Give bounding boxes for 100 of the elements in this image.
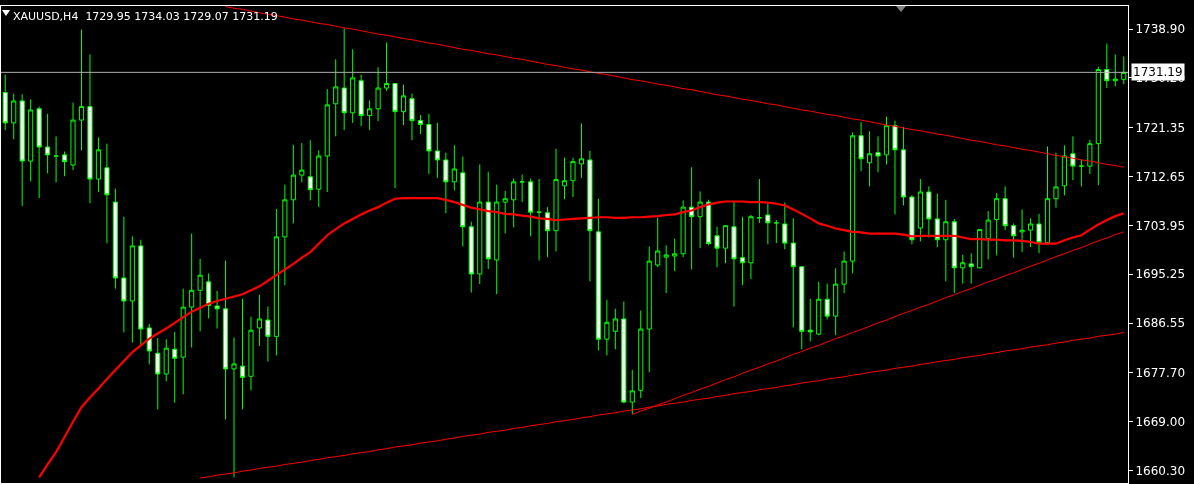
chart-title: XAUUSD,H4 1729.95 1734.03 1729.07 1731.19	[13, 10, 278, 23]
candlestick	[544, 206, 551, 258]
candlestick	[714, 226, 720, 268]
candlestick	[70, 102, 76, 171]
candlestick	[782, 202, 788, 250]
candlestick	[87, 53, 93, 204]
candlestick	[11, 93, 17, 140]
candlestick	[443, 152, 449, 214]
candlestick	[2, 74, 8, 131]
candlestick	[900, 126, 907, 206]
candlestick	[1036, 213, 1042, 254]
y-tick-label: 1703.95	[1135, 218, 1186, 233]
candlestick	[417, 114, 424, 135]
candlestick	[299, 142, 305, 183]
candlestick	[494, 184, 500, 295]
candlestick	[502, 190, 508, 235]
candlestick	[1061, 144, 1068, 196]
candlestick	[248, 316, 254, 391]
candlestick	[790, 217, 796, 328]
candlestick	[460, 156, 466, 247]
candlestick	[697, 190, 703, 249]
candlestick	[943, 199, 949, 282]
candlestick	[1104, 43, 1110, 89]
y-tick-label: 1669.00	[1135, 414, 1186, 429]
candlestick	[53, 135, 59, 183]
candlestick	[748, 214, 754, 280]
candlestick	[739, 216, 746, 286]
candlestick	[78, 29, 85, 151]
candlestick	[621, 301, 627, 404]
candlestick	[816, 281, 822, 336]
ref-line-label: 1731.19	[1133, 65, 1183, 79]
candlestick	[570, 157, 576, 198]
candlestick	[655, 217, 661, 268]
candlestick	[1002, 185, 1008, 231]
candlestick	[892, 120, 898, 215]
candlestick	[722, 225, 729, 264]
candlestick	[604, 299, 610, 356]
candlestick	[612, 308, 618, 350]
candlestick	[104, 143, 110, 244]
candlestick	[138, 239, 144, 346]
candlestick	[333, 58, 339, 137]
candlestick	[917, 178, 923, 242]
candlestick	[1095, 66, 1101, 186]
candlestick	[214, 290, 220, 329]
candlestick	[468, 221, 474, 294]
candlestick	[197, 258, 203, 332]
candlestick	[1053, 152, 1059, 209]
candlestick	[45, 113, 51, 174]
candlestick	[756, 178, 762, 224]
candlestick	[926, 185, 932, 238]
line-series	[38, 197, 1125, 479]
candlestick	[561, 157, 568, 200]
candlestick	[290, 144, 296, 224]
candlestick	[451, 144, 457, 191]
candlestick	[239, 298, 246, 410]
candlestick	[672, 238, 678, 272]
candlestick	[799, 266, 805, 350]
candlestick	[1019, 208, 1025, 253]
candlestick	[392, 83, 398, 189]
candlestick	[909, 194, 915, 245]
candlestick	[595, 198, 601, 351]
candlestick	[807, 298, 813, 342]
candlestick	[256, 294, 263, 347]
candlestick	[282, 184, 288, 286]
candlestick	[222, 260, 229, 421]
candlestick	[968, 252, 974, 285]
y-tick-label: 1677.70	[1135, 366, 1186, 381]
candlestick	[705, 199, 712, 246]
candlestick	[400, 84, 407, 126]
candlestick	[409, 93, 415, 141]
candlestick	[426, 113, 432, 175]
candlestick	[36, 106, 42, 199]
candlestick	[350, 48, 356, 124]
candlestick	[341, 27, 347, 131]
candlestick	[578, 122, 585, 179]
y-tick-label: 1712.65	[1135, 169, 1186, 184]
y-tick-label: 1660.30	[1135, 463, 1186, 478]
candlestick	[273, 208, 279, 356]
candlestick	[985, 210, 991, 260]
candlestick	[129, 235, 135, 344]
candlestick	[383, 42, 390, 92]
candlestick	[536, 178, 542, 262]
candlestick	[994, 192, 1000, 256]
candlestick	[434, 122, 440, 179]
candlestick	[960, 254, 966, 285]
candlestick	[61, 151, 68, 177]
candlestick	[629, 369, 635, 415]
candlestick	[358, 74, 364, 127]
y-tick-label: 1686.55	[1135, 316, 1186, 331]
candlestick	[765, 203, 771, 245]
candlestick	[773, 219, 779, 244]
y-tick-label: 1695.25	[1135, 267, 1186, 282]
candlestick	[934, 193, 940, 248]
candlestick	[689, 166, 695, 270]
candlestick	[663, 244, 669, 294]
candlestick	[206, 272, 212, 319]
candlestick	[485, 171, 491, 270]
candlestick	[112, 188, 118, 290]
candlestick	[833, 267, 839, 336]
candlestick	[367, 99, 373, 131]
